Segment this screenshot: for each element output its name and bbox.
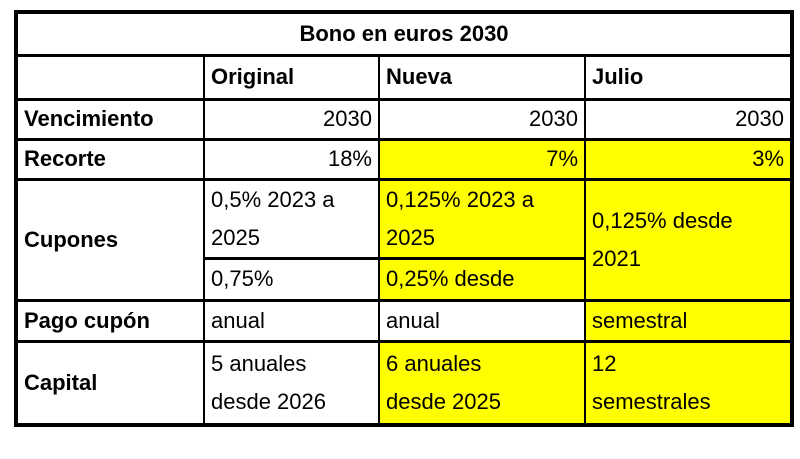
row-label-recorte: Recorte [15, 137, 205, 181]
capital-julio-line1: 12 [592, 350, 617, 376]
table-title: Bono en euros 2030 [14, 10, 794, 57]
capital-original-line1: 5 anuales [211, 350, 307, 376]
cell-recorte-original: 18% [203, 137, 380, 181]
column-header-nueva: Nueva [378, 55, 586, 101]
row-label-cupones: Cupones [15, 177, 205, 302]
column-header-original: Original [203, 55, 380, 101]
cell-capital-nueva: 6 anuales desde 2025 [378, 339, 586, 427]
row-label-capital: Capital [15, 339, 205, 427]
cell-cupones-nueva-1: 0,125% 2023 a 2025 [378, 177, 586, 260]
row-label-vencimiento: Vencimiento [15, 97, 205, 141]
cupones-original-line2: 2025 [211, 224, 260, 250]
cell-cupones-nueva-2: 0,25% desde [378, 256, 586, 302]
capital-julio-line2: semestrales [592, 388, 711, 414]
capital-nueva-line2: desde 2025 [386, 388, 501, 414]
cell-recorte-julio: 3% [583, 137, 794, 181]
cell-capital-julio: 12 semestrales [583, 339, 794, 427]
cell-cupones-original-1: 0,5% 2023 a 2025 [203, 177, 380, 260]
cell-pago-original: anual [203, 298, 380, 343]
cell-recorte-nueva: 7% [378, 137, 586, 181]
cell-vencimiento-nueva: 2030 [378, 97, 586, 141]
cell-cupones-julio: 0,125% desde 2021 [583, 177, 794, 302]
cell-vencimiento-original: 2030 [203, 97, 380, 141]
corner-cell [15, 55, 205, 101]
cell-vencimiento-julio: 2030 [583, 97, 794, 141]
row-label-pago-cupon: Pago cupón [15, 298, 205, 343]
capital-original-line2: desde 2026 [211, 388, 326, 414]
cupones-julio-line1: 0,125% desde [592, 207, 733, 233]
cupones-nueva-line2: 2025 [386, 224, 435, 250]
cell-pago-nueva: anual [378, 298, 586, 343]
column-header-julio: Julio [583, 55, 794, 101]
cupones-nueva-line1: 0,125% 2023 a [386, 186, 535, 212]
cell-pago-julio: semestral [583, 298, 794, 343]
cell-capital-original: 5 anuales desde 2026 [203, 339, 380, 427]
cupones-original-line1: 0,5% 2023 a [211, 186, 335, 212]
bond-comparison-table: Bono en euros 2030 Original Nueva Julio … [14, 10, 795, 427]
capital-nueva-line1: 6 anuales [386, 350, 482, 376]
cupones-julio-line2: 2021 [592, 245, 641, 271]
cell-cupones-original-2: 0,75% [203, 256, 380, 302]
